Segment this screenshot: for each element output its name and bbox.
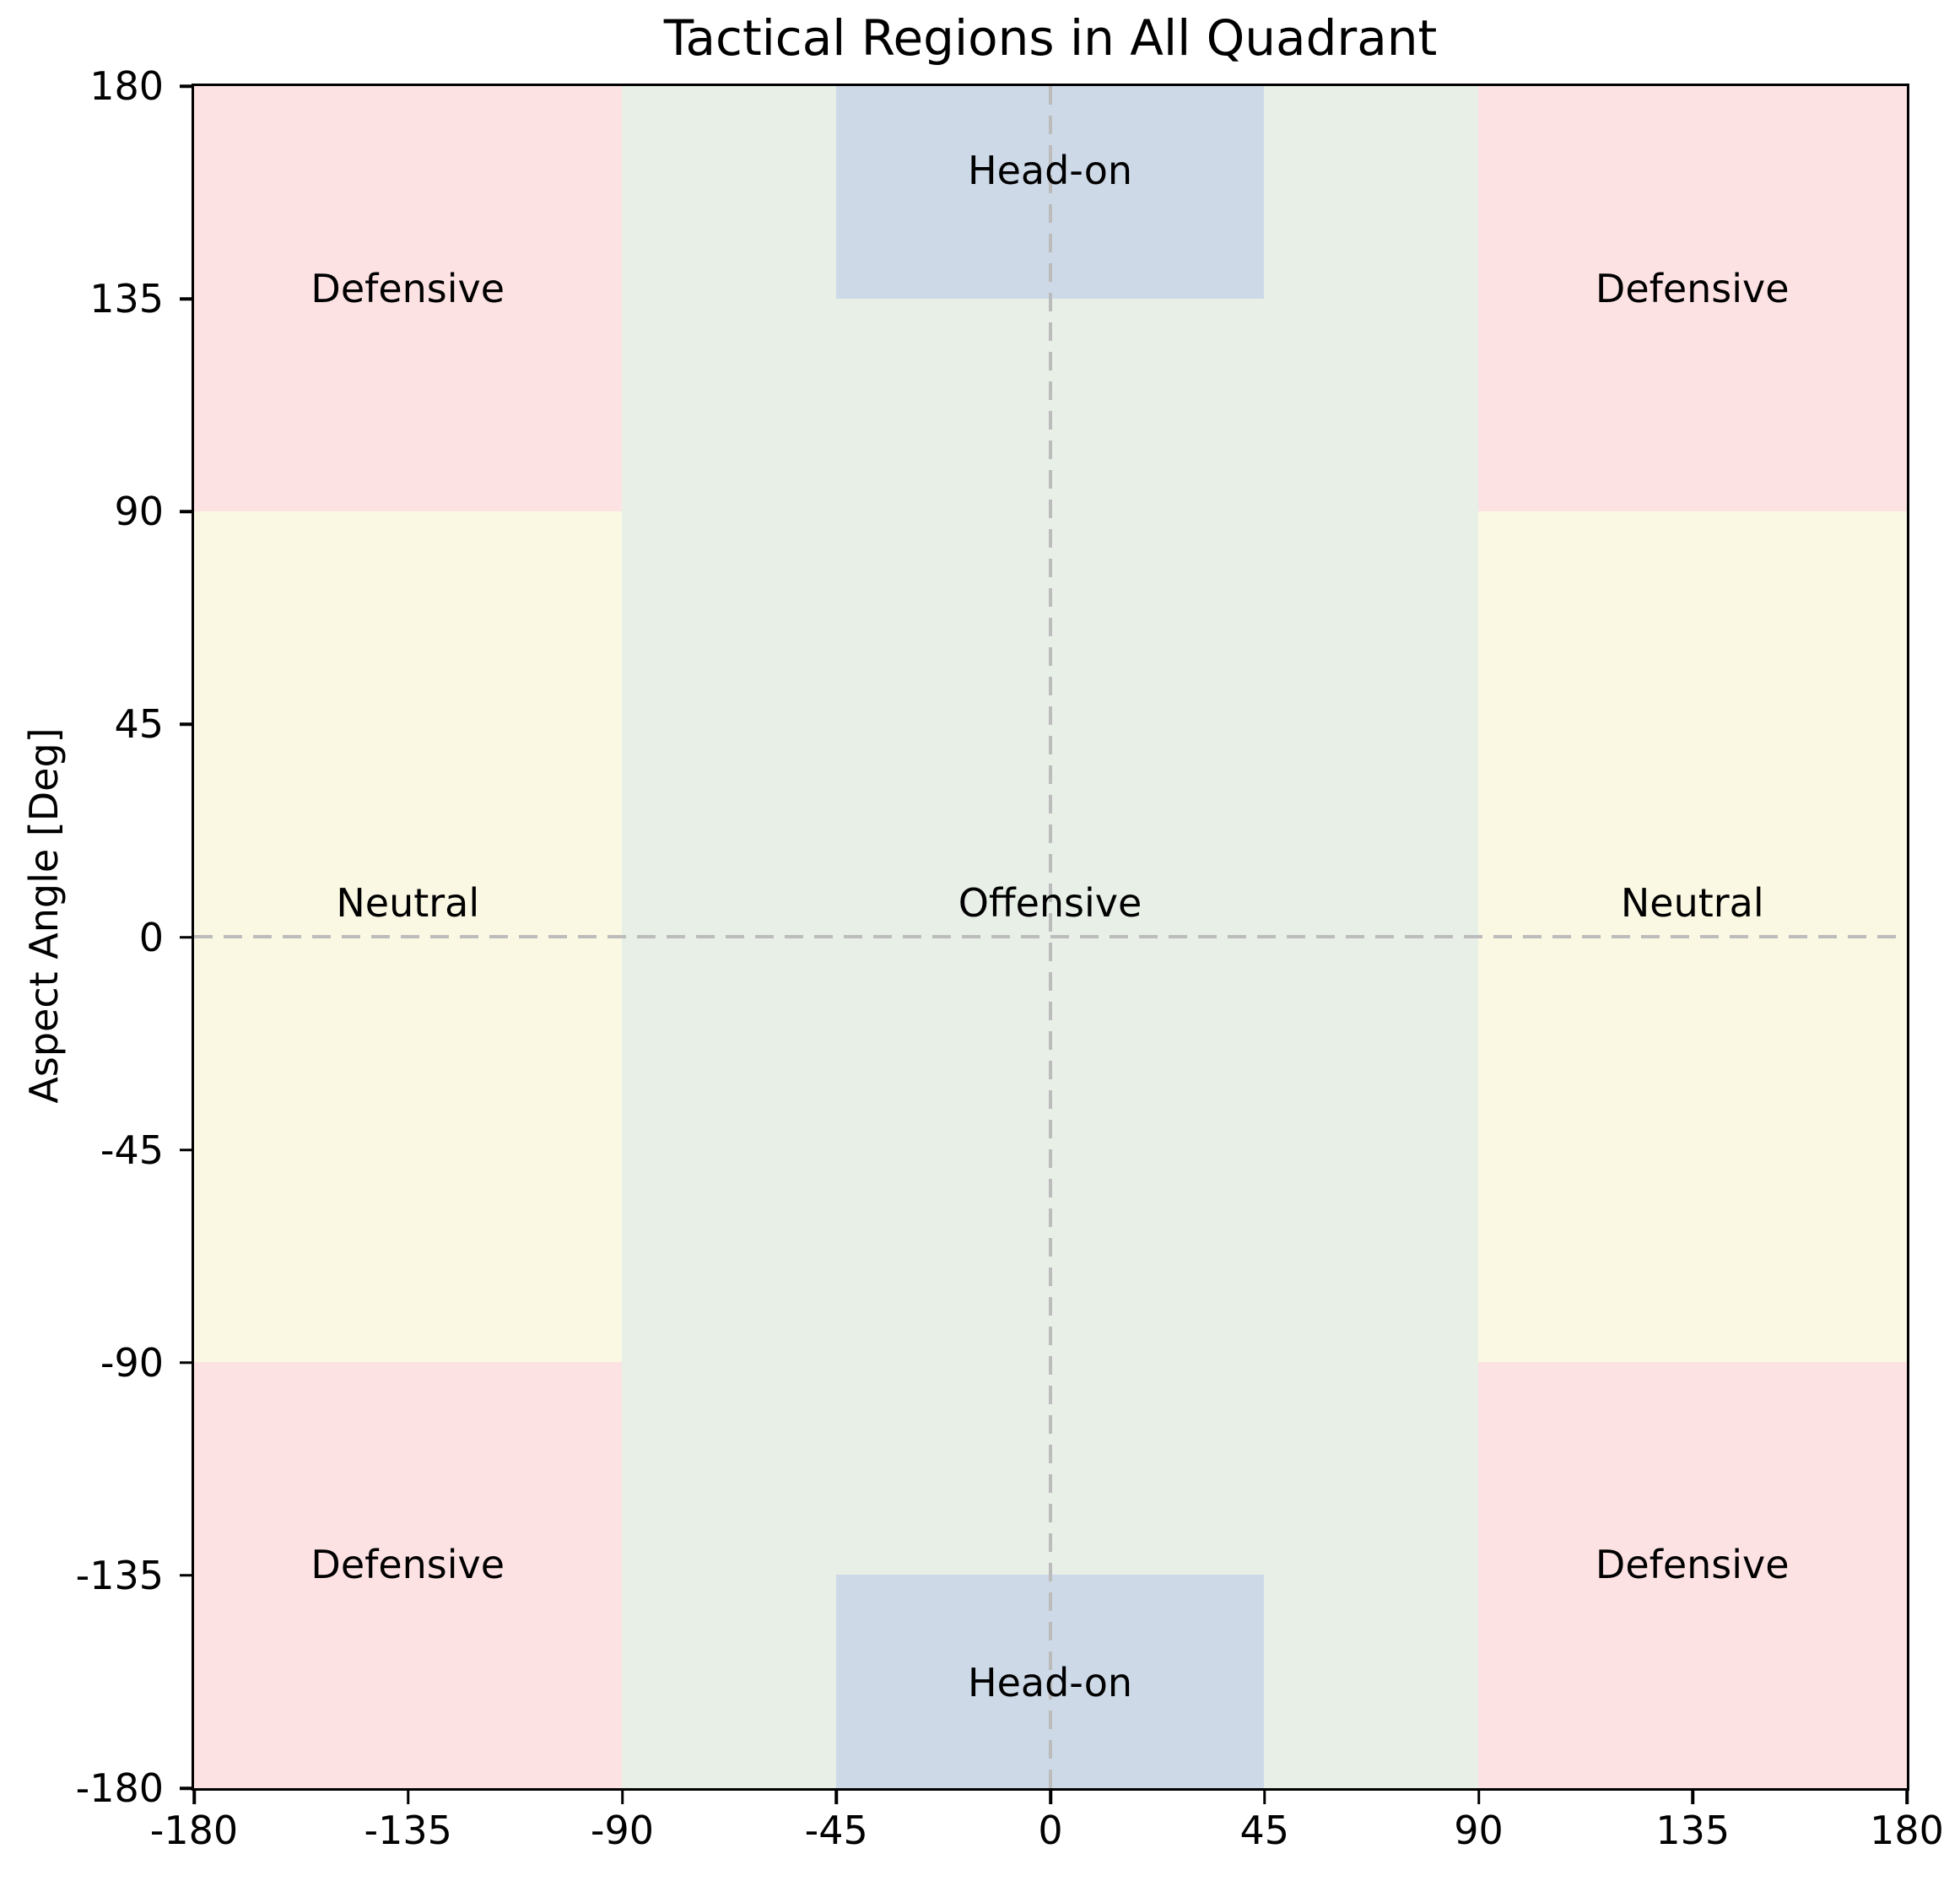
region-defensive-upper-left bbox=[193, 85, 622, 511]
x-tick-label-0: 0 bbox=[1038, 1808, 1063, 1853]
y-tick-label--180: -180 bbox=[75, 1765, 164, 1811]
y-tick--135 bbox=[180, 1574, 194, 1577]
region-label-neutral: Neutral bbox=[336, 880, 480, 927]
x-tick-label-180: 180 bbox=[1870, 1808, 1944, 1853]
y-tick-135 bbox=[180, 297, 194, 300]
chart-title: Tactical Regions in All Quadrant bbox=[663, 9, 1438, 67]
x-tick-label--180: -180 bbox=[149, 1808, 239, 1853]
region-label-defensive: Defensive bbox=[1595, 1542, 1790, 1588]
region-label-defensive: Defensive bbox=[310, 265, 505, 311]
region-label-defensive: Defensive bbox=[1595, 265, 1790, 311]
x-tick--45 bbox=[834, 1789, 838, 1804]
region-label-head-on: Head-on bbox=[967, 1660, 1133, 1706]
x-tick-label--90: -90 bbox=[590, 1808, 655, 1853]
region-label-head-on: Head-on bbox=[967, 147, 1133, 193]
region-defensive-lower-left bbox=[193, 1362, 622, 1788]
y-tick-180 bbox=[180, 84, 194, 88]
x-tick--90 bbox=[620, 1789, 624, 1804]
zero-line-horizontal bbox=[193, 935, 1907, 938]
y-tick--90 bbox=[180, 1361, 194, 1365]
x-tick--180 bbox=[192, 1789, 196, 1804]
y-tick-45 bbox=[180, 722, 194, 727]
region-label-offensive: Offensive bbox=[958, 880, 1142, 927]
x-tick-label-135: 135 bbox=[1655, 1808, 1731, 1853]
region-defensive-lower-right bbox=[1478, 1362, 1907, 1788]
y-tick-label-90: 90 bbox=[114, 489, 164, 535]
y-tick--45 bbox=[180, 1148, 194, 1152]
plot-area: Head-on Defensive Defensive Neutral Offensiv… bbox=[191, 83, 1909, 1791]
x-tick-90 bbox=[1477, 1789, 1481, 1804]
x-tick-0 bbox=[1049, 1789, 1052, 1804]
y-tick-0 bbox=[180, 935, 194, 939]
y-tick--180 bbox=[180, 1786, 194, 1790]
x-tick-label--45: -45 bbox=[804, 1808, 868, 1853]
y-tick-label--45: -45 bbox=[100, 1127, 164, 1173]
x-tick-135 bbox=[1691, 1789, 1694, 1804]
x-tick-180 bbox=[1905, 1789, 1909, 1804]
y-tick-label-180: 180 bbox=[89, 63, 164, 109]
x-tick-label-45: 45 bbox=[1239, 1808, 1290, 1853]
region-label-defensive: Defensive bbox=[310, 1542, 505, 1588]
y-axis-label: Aspect Angle [Deg] bbox=[21, 727, 67, 1104]
x-tick-45 bbox=[1263, 1789, 1266, 1804]
y-tick-label--90: -90 bbox=[100, 1339, 164, 1386]
y-tick-label-0: 0 bbox=[138, 914, 164, 960]
x-tick-label-90: 90 bbox=[1454, 1808, 1504, 1853]
y-tick-90 bbox=[180, 510, 194, 513]
x-tick-label--135: -135 bbox=[364, 1808, 452, 1853]
x-tick--135 bbox=[407, 1789, 410, 1804]
y-tick-label--135: -135 bbox=[75, 1552, 164, 1598]
y-tick-label-135: 135 bbox=[89, 276, 164, 322]
region-label-neutral: Neutral bbox=[1620, 880, 1764, 927]
region-defensive-upper-right bbox=[1478, 85, 1907, 511]
y-tick-label-45: 45 bbox=[114, 701, 164, 748]
